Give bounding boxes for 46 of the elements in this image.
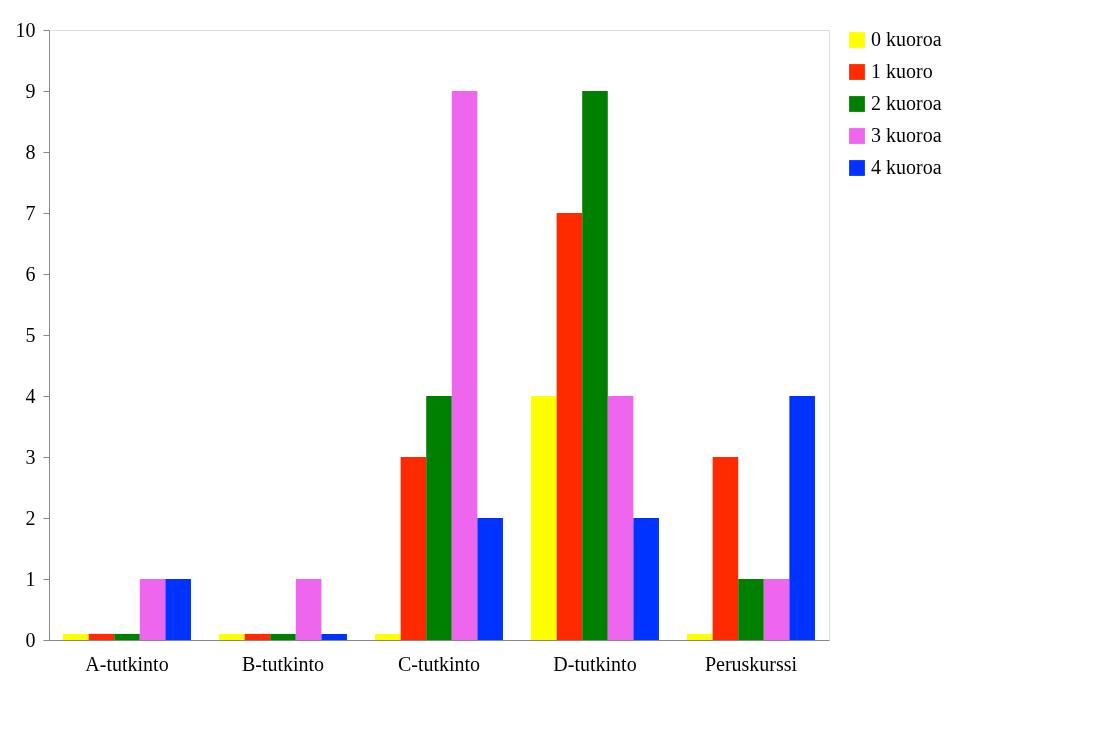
x-tick-label: B-tutkinto — [241, 652, 325, 675]
y-tick-label: 2 — [25, 506, 36, 529]
legend-label: 3 kuoroa — [871, 124, 942, 146]
bar — [477, 518, 503, 640]
bar — [63, 633, 89, 640]
bar — [451, 91, 478, 640]
bar — [321, 633, 347, 640]
legend-label: 0 kuoroa — [871, 28, 942, 50]
bar — [270, 633, 296, 640]
bar — [219, 633, 245, 640]
bar — [114, 633, 140, 640]
y-tick-label: 7 — [25, 201, 36, 224]
bar — [582, 91, 608, 640]
legend-label: 4 kuoroa — [871, 156, 942, 178]
bar — [139, 579, 166, 640]
y-tick-label: 5 — [25, 323, 36, 346]
y-tick-label: 6 — [25, 262, 36, 285]
bar — [633, 518, 659, 640]
x-tick-label: D-tutkinto — [553, 652, 637, 675]
y-tick-label: 8 — [25, 140, 36, 163]
bar — [763, 579, 790, 640]
y-tick-label: 0 — [25, 628, 36, 651]
legend-label: 1 kuoro — [871, 60, 933, 82]
bar — [375, 633, 401, 640]
bar — [165, 579, 191, 640]
y-tick-label: 9 — [25, 79, 36, 102]
bar — [531, 396, 557, 640]
bar — [426, 396, 452, 640]
y-tick-label: 4 — [25, 384, 36, 407]
y-tick-label: 1 — [25, 567, 36, 590]
legend-label: 2 kuoroa — [871, 92, 942, 114]
x-tick-label: Peruskurssi — [704, 652, 798, 675]
bar — [556, 213, 583, 640]
bar — [295, 579, 322, 640]
bar — [789, 396, 815, 640]
bar — [738, 579, 764, 640]
bar — [400, 457, 427, 640]
y-tick-label: 3 — [25, 445, 36, 468]
x-tick-label: A-tutkinto — [85, 652, 169, 675]
bar — [687, 633, 713, 640]
x-tick-label: C-tutkinto — [397, 652, 481, 675]
bar — [607, 396, 634, 640]
bar — [88, 633, 115, 640]
y-tick-label: 10 — [15, 18, 36, 41]
bar — [712, 457, 739, 640]
bar — [244, 633, 271, 640]
